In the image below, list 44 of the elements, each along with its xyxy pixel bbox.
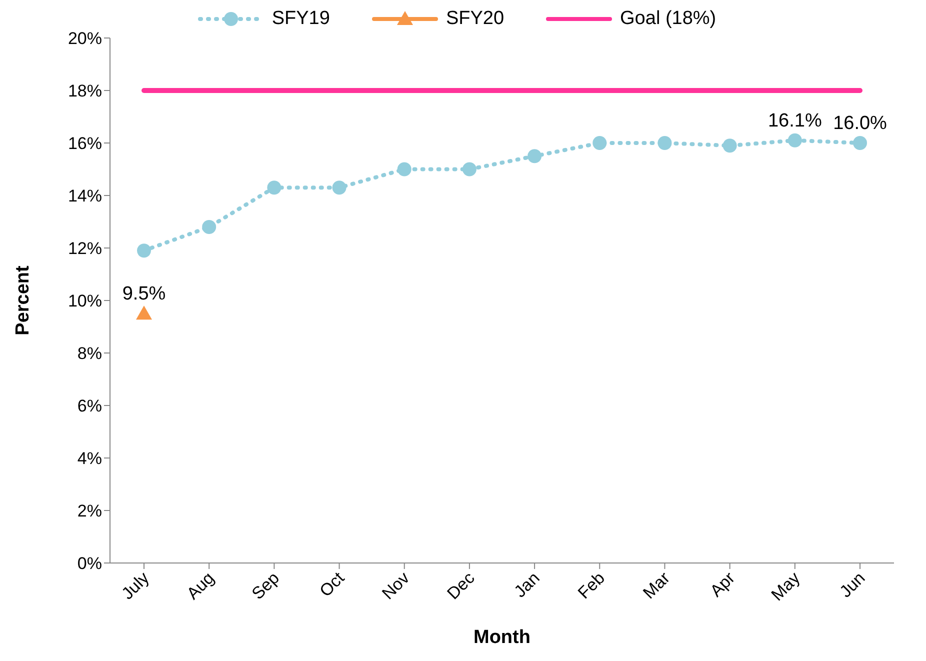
point — [658, 136, 672, 150]
x-tick-label: Mar — [639, 568, 674, 603]
x-tick-label: May — [768, 568, 804, 605]
x-tick-label: Oct — [316, 568, 348, 601]
point — [202, 220, 216, 234]
x-tick-label: Sep — [248, 568, 284, 604]
point — [332, 180, 346, 195]
y-tick-label: 6% — [77, 396, 102, 416]
x-tick-label: Jun — [836, 568, 869, 602]
x-tick-label: Jan — [510, 568, 544, 602]
y-tick-label: 2% — [77, 502, 102, 521]
point — [722, 138, 737, 153]
x-tick-label: July — [118, 568, 154, 604]
x-tick-label: Nov — [378, 568, 414, 604]
x-tick-label: Feb — [574, 568, 608, 603]
data-label: 16.1% — [768, 110, 822, 132]
x-tick-label: Dec — [443, 568, 479, 604]
data-label: 9.5% — [122, 284, 166, 305]
y-tick-label: 18% — [68, 82, 102, 101]
y-axis-title: Percent — [12, 264, 34, 336]
point — [267, 180, 282, 195]
point — [853, 136, 867, 150]
y-tick-label: 4% — [77, 449, 102, 468]
legend-label: SFY20 — [446, 8, 504, 30]
x-tick-label: Apr — [706, 568, 739, 601]
point — [592, 136, 607, 150]
data-label: 16.0% — [833, 113, 888, 134]
legend-label: SFY19 — [272, 8, 330, 30]
point — [528, 149, 542, 164]
y-tick-label: 12% — [68, 239, 102, 258]
y-tick-label: 20% — [68, 29, 102, 48]
y-tick-label: 8% — [77, 344, 102, 364]
x-tick-label: Aug — [183, 568, 218, 604]
point — [462, 162, 476, 176]
y-tick-label: 16% — [68, 134, 102, 154]
y-tick-label: 10% — [68, 292, 102, 311]
point — [397, 162, 412, 176]
y-tick-label: 0% — [77, 554, 102, 574]
y-tick-label: 14% — [68, 186, 102, 206]
point — [137, 244, 151, 258]
point — [136, 306, 152, 320]
legend-label: Goal (18%) — [620, 8, 716, 30]
point — [788, 133, 802, 148]
x-axis-title: Month — [474, 627, 530, 648]
